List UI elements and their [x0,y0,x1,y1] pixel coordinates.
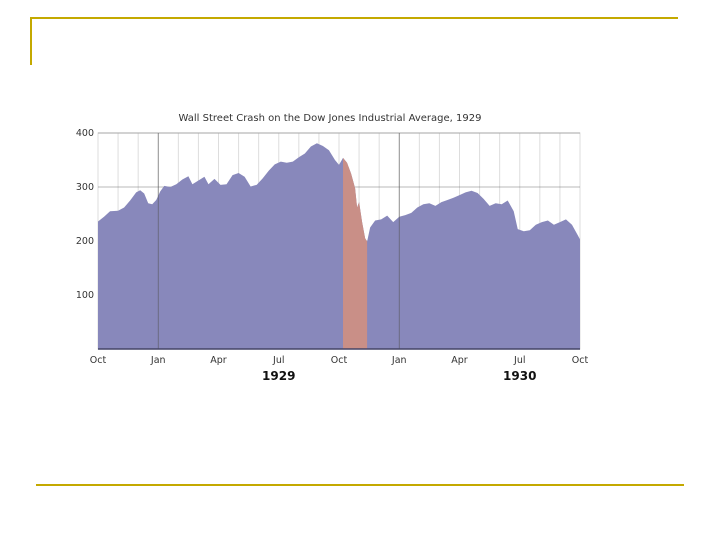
chart-title: Wall Street Crash on the Dow Jones Indus… [179,113,482,124]
x-tick-label-oct: Oct [331,355,348,366]
area-layer [98,143,580,349]
y-tick-label-400: 400 [76,128,94,139]
top-accent-rule [30,17,678,19]
x-tick-label-apr: Apr [210,355,227,366]
x-tick-label-jul: Jul [272,355,284,366]
x-tick-label-oct: Oct [90,355,107,366]
crash-highlight-area [343,157,368,349]
x-tick-label-jan: Jan [391,355,407,366]
y-tick-label-200: 200 [76,236,94,247]
y-tick-label-100: 100 [76,290,94,301]
year-label-1929: 1929 [262,369,295,383]
x-tick-label-apr: Apr [451,355,468,366]
x-tick-label-jan: Jan [150,355,166,366]
x-tick-label-oct: Oct [572,355,589,366]
year-divider-layer [157,133,400,349]
left-accent-rule [30,17,32,65]
x-tick-label-jul: Jul [513,355,525,366]
dow-area-series [98,143,580,349]
axis-layer: 100 200 300 400 Oct Jan Apr Jul Oct Jan Apr Jul Oct 1… [76,128,589,383]
y-tick-label-300: 300 [76,182,94,193]
year-label-1930: 1930 [503,369,536,383]
bottom-accent-rule [36,484,684,486]
